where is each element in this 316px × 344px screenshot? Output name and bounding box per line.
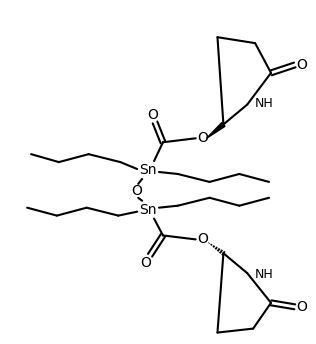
Text: Sn: Sn [139,203,157,217]
Text: O: O [197,233,208,246]
Text: NH: NH [255,268,274,281]
Text: O: O [148,108,159,121]
Polygon shape [207,122,225,138]
Text: O: O [131,184,142,198]
Text: Sn: Sn [139,163,157,177]
Text: NH: NH [255,97,274,110]
Text: O: O [296,58,307,72]
Text: O: O [296,300,307,314]
Text: O: O [141,256,152,270]
Text: O: O [197,131,208,145]
